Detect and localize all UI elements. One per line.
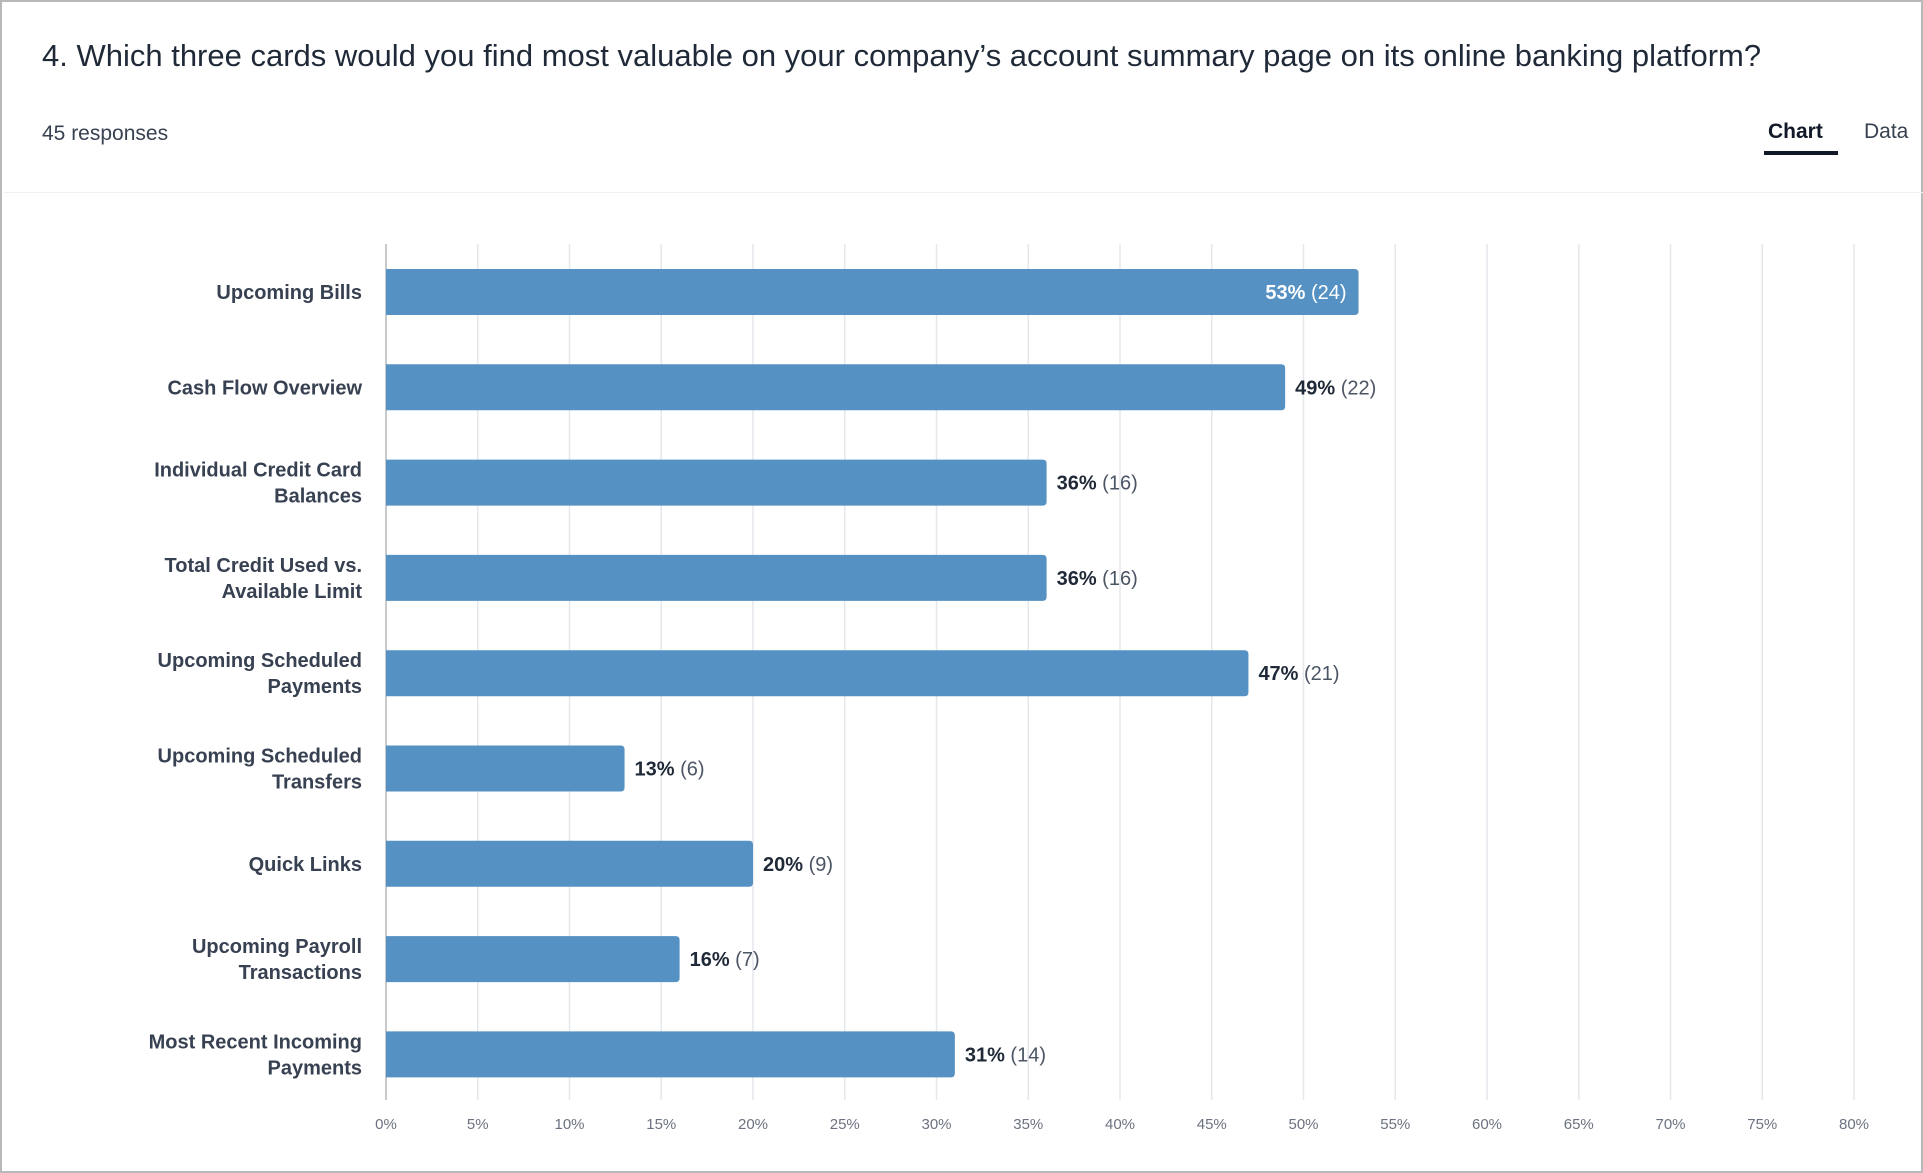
x-tick-label: 50% bbox=[1288, 1116, 1318, 1133]
bar bbox=[386, 269, 1359, 315]
tab-chart-active-indicator bbox=[1764, 151, 1838, 155]
x-tick-label: 20% bbox=[738, 1116, 768, 1133]
x-tick-label: 15% bbox=[646, 1116, 676, 1133]
x-tick-label: 25% bbox=[830, 1116, 860, 1133]
x-tick-label: 35% bbox=[1013, 1116, 1043, 1133]
category-label: Quick Links bbox=[249, 854, 362, 876]
category-label: Upcoming Payroll Transactions bbox=[192, 936, 362, 984]
category-label: Upcoming Scheduled Payments bbox=[158, 650, 362, 698]
tab-data[interactable]: Data bbox=[1864, 120, 1909, 143]
x-tick-label: 55% bbox=[1380, 1116, 1410, 1133]
x-tick-label: 75% bbox=[1747, 1116, 1777, 1133]
category-label: Upcoming Scheduled Transfers bbox=[158, 746, 362, 794]
bar bbox=[386, 459, 1047, 506]
x-tick-label: 70% bbox=[1655, 1116, 1685, 1133]
category-label: Cash Flow Overview bbox=[167, 377, 362, 399]
tab-chart[interactable]: Chart bbox=[1768, 120, 1823, 143]
bar bbox=[386, 364, 1286, 411]
data-label: 16% (7) bbox=[690, 949, 760, 971]
question-title: 4. Which three cards would you find most… bbox=[42, 38, 1762, 73]
x-tick-label: 45% bbox=[1197, 1116, 1227, 1133]
data-label: 47% (21) bbox=[1258, 663, 1339, 685]
category-label: Upcoming Bills bbox=[216, 282, 362, 304]
category-label: Total Credit Used vs. Available Limit bbox=[165, 555, 363, 603]
data-label: 49% (22) bbox=[1295, 377, 1376, 399]
x-tick-label: 60% bbox=[1472, 1116, 1502, 1133]
x-tick-label: 30% bbox=[921, 1116, 951, 1133]
x-tick-label: 80% bbox=[1839, 1116, 1869, 1133]
data-label: 36% (16) bbox=[1057, 473, 1138, 495]
bar bbox=[386, 936, 680, 983]
x-tick-label: 65% bbox=[1564, 1116, 1594, 1133]
data-label: 36% (16) bbox=[1057, 568, 1138, 590]
response-count: 45 responses bbox=[42, 122, 169, 145]
bar bbox=[386, 745, 625, 792]
data-label: 53% (24) bbox=[1265, 282, 1346, 304]
bar bbox=[386, 554, 1047, 601]
x-tick-label: 0% bbox=[375, 1116, 397, 1133]
category-label: Individual Credit Card Balances bbox=[154, 460, 362, 508]
data-label: 13% (6) bbox=[635, 759, 705, 781]
x-tick-label: 5% bbox=[467, 1116, 489, 1133]
x-tick-label: 40% bbox=[1105, 1116, 1135, 1133]
data-label: 31% (14) bbox=[965, 1044, 1046, 1066]
bar bbox=[386, 650, 1249, 697]
data-label: 20% (9) bbox=[763, 854, 833, 876]
x-tick-label: 10% bbox=[554, 1116, 584, 1133]
bar bbox=[386, 1031, 955, 1078]
header-divider bbox=[4, 192, 1923, 193]
bar bbox=[386, 840, 753, 887]
category-label: Most Recent Incoming Payments bbox=[149, 1031, 362, 1079]
